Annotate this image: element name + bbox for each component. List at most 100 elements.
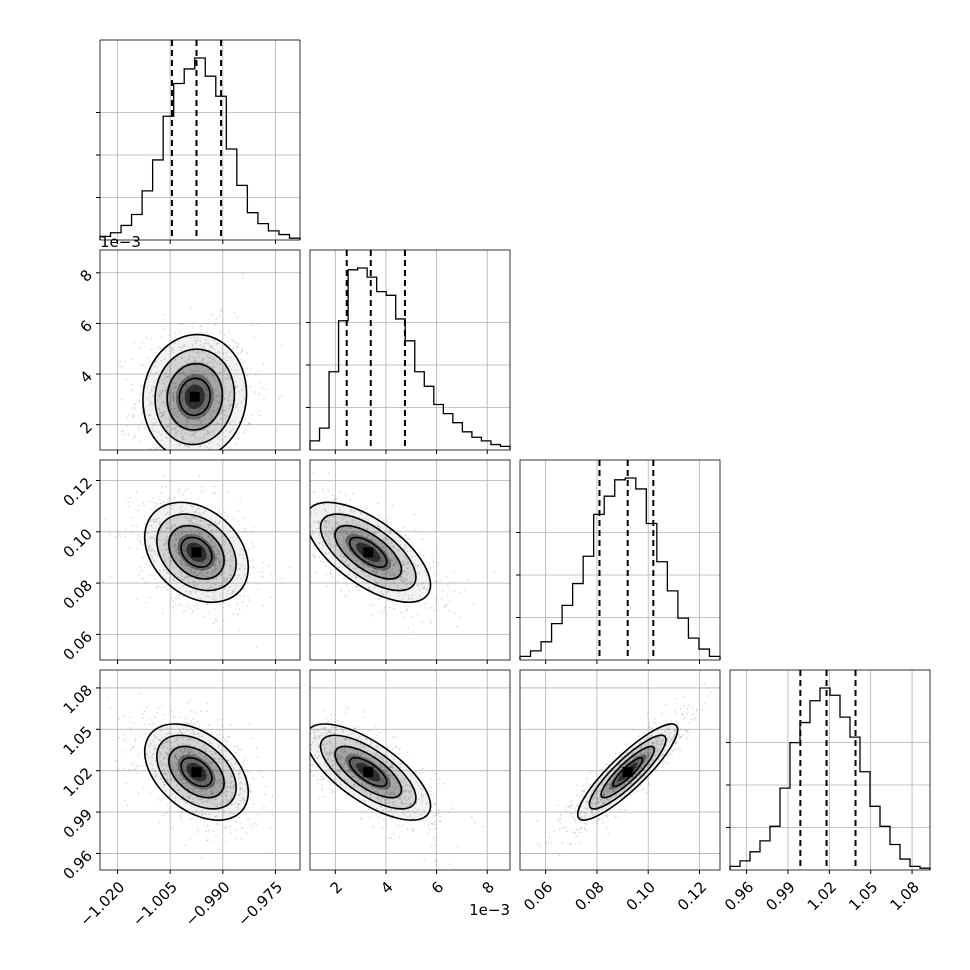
sample-point xyxy=(202,346,205,349)
sample-point xyxy=(202,404,205,407)
sample-point xyxy=(369,760,372,762)
sample-point xyxy=(210,799,213,801)
sample-point xyxy=(183,750,186,752)
sample-point xyxy=(343,758,346,760)
sample-point xyxy=(156,399,159,402)
sample-point xyxy=(207,554,210,557)
sample-point xyxy=(357,589,360,592)
sample-point xyxy=(179,750,182,752)
sample-point xyxy=(374,725,377,728)
sample-point xyxy=(229,391,232,394)
sample-point xyxy=(212,761,214,764)
sample-point xyxy=(196,427,198,429)
sample-point xyxy=(643,761,646,763)
sample-point xyxy=(373,541,375,543)
sample-point xyxy=(151,421,154,424)
sample-point xyxy=(403,563,406,565)
sample-point xyxy=(193,733,195,735)
sample-point xyxy=(164,577,167,580)
sample-point xyxy=(134,402,137,405)
sample-point xyxy=(389,766,392,769)
sample-point xyxy=(219,761,222,764)
sample-point xyxy=(224,782,227,785)
sample-point xyxy=(643,754,645,757)
sample-point xyxy=(386,747,389,749)
sample-point xyxy=(211,597,214,600)
sample-point xyxy=(269,827,271,830)
sample-point xyxy=(400,611,403,613)
sample-point xyxy=(224,794,227,797)
sample-point xyxy=(188,753,190,755)
sample-point xyxy=(182,777,184,780)
sample-point xyxy=(130,516,133,519)
sample-point xyxy=(353,752,356,755)
sample-point xyxy=(352,753,355,755)
sample-point xyxy=(390,574,392,577)
sample-point xyxy=(170,427,173,430)
sample-point xyxy=(242,594,245,597)
sample-point xyxy=(193,336,196,339)
sample-point xyxy=(222,767,224,770)
sample-point xyxy=(440,820,442,823)
sample-point xyxy=(360,816,363,819)
sample-point xyxy=(383,561,386,564)
sample-point xyxy=(170,361,173,364)
sample-point xyxy=(593,795,596,798)
sample-point xyxy=(117,768,120,771)
sample-point xyxy=(172,606,174,609)
sample-point xyxy=(210,345,212,347)
sample-point xyxy=(153,744,156,747)
sample-point xyxy=(213,582,216,585)
sample-point xyxy=(188,581,191,583)
sample-point xyxy=(180,348,183,351)
sample-point xyxy=(639,752,642,755)
sample-point xyxy=(191,738,193,741)
sample-point xyxy=(179,553,182,556)
sample-point xyxy=(398,569,401,572)
sample-point xyxy=(159,396,162,398)
sample-point xyxy=(356,780,358,783)
sample-point xyxy=(175,758,178,761)
sample-point xyxy=(348,752,350,755)
sample-point xyxy=(378,525,381,528)
sample-point xyxy=(673,736,676,739)
sample-point xyxy=(226,373,229,376)
sample-point xyxy=(246,352,248,354)
sample-point xyxy=(580,811,583,813)
sample-point xyxy=(332,545,335,547)
sample-point xyxy=(240,401,243,403)
sample-point xyxy=(404,577,407,580)
sample-point xyxy=(155,421,158,423)
sample-point xyxy=(195,342,197,345)
sample-point xyxy=(183,566,185,568)
sample-point xyxy=(376,581,378,584)
sample-point xyxy=(178,543,180,546)
sample-point xyxy=(331,753,333,755)
sample-point xyxy=(206,557,208,560)
sample-point xyxy=(225,351,228,354)
sample-point xyxy=(238,793,240,796)
sample-point xyxy=(187,416,190,419)
sample-point xyxy=(137,504,140,507)
sample-point xyxy=(237,574,240,577)
sample-point xyxy=(373,790,376,793)
sample-point xyxy=(174,358,177,360)
sample-point xyxy=(402,580,405,582)
sample-point xyxy=(647,763,650,766)
sample-point xyxy=(212,550,214,553)
sample-point xyxy=(657,740,660,742)
sample-point xyxy=(188,796,190,799)
sample-point xyxy=(184,391,186,394)
sample-point xyxy=(220,795,223,798)
sample-point xyxy=(574,831,577,834)
sample-point xyxy=(196,761,199,764)
sample-point xyxy=(324,770,327,773)
sample-point xyxy=(196,828,199,831)
sample-point xyxy=(315,572,317,574)
sample-point xyxy=(350,733,353,736)
sample-point xyxy=(368,757,371,760)
sample-point xyxy=(197,582,199,585)
sample-point xyxy=(432,815,435,817)
sample-point xyxy=(161,586,163,588)
sample-point xyxy=(170,539,173,542)
